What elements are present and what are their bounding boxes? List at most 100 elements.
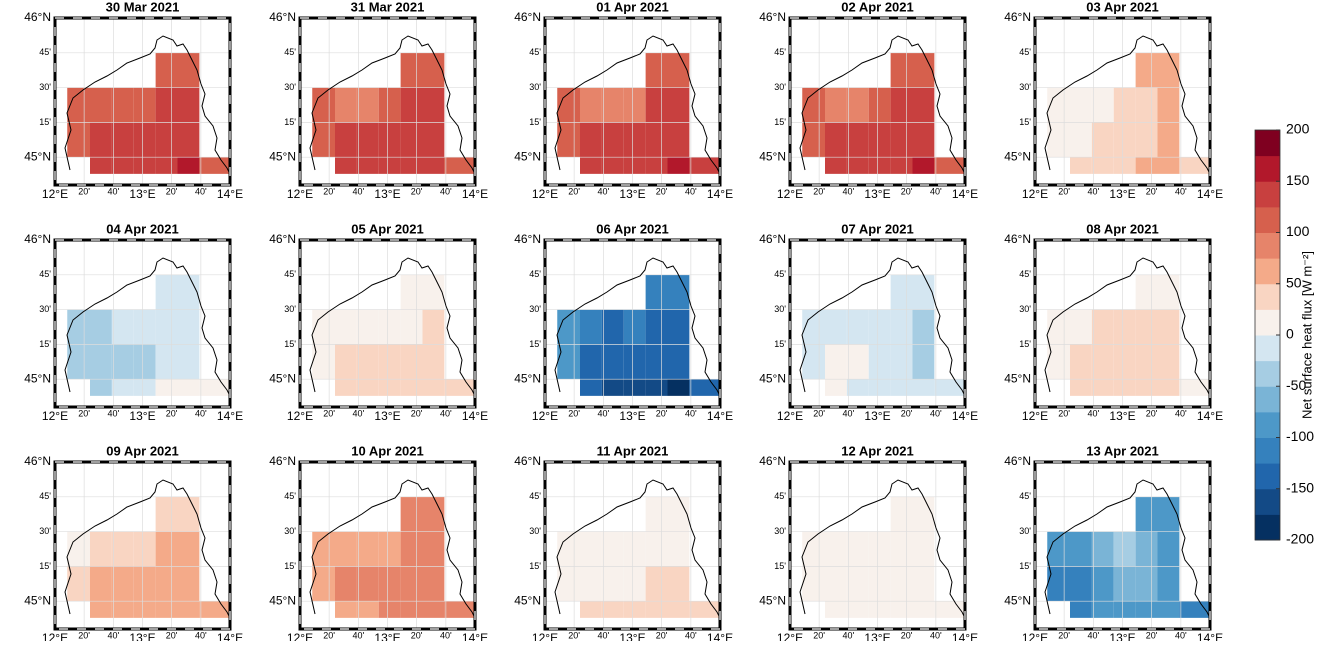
panel-title: 12 Apr 2021 [841, 443, 914, 458]
panel-title: 31 Mar 2021 [351, 0, 425, 14]
lon-tick-label: 13°E [1109, 631, 1135, 641]
flux-cell [846, 157, 869, 174]
lon-tick-label: 20' [411, 630, 423, 640]
lat-tick-label: 15' [284, 561, 296, 571]
lat-tick-label: 45°N [1004, 149, 1031, 163]
flux-cell [400, 566, 423, 602]
flux-cell [1091, 157, 1114, 174]
flux-cell [1113, 157, 1136, 174]
lon-tick-label: 12°E [287, 409, 313, 423]
flux-cell [890, 566, 913, 602]
panel-title: 13 Apr 2021 [1086, 443, 1159, 458]
colorbar-segment [1255, 411, 1280, 438]
lat-tick-label: 15' [529, 561, 541, 571]
flux-cell [601, 344, 624, 380]
frame-dash [789, 239, 966, 408]
lon-tick-label: 40' [597, 186, 609, 196]
lat-tick-label: 45°N [24, 149, 51, 163]
coastline [799, 35, 966, 175]
colorbar-segment [1255, 155, 1280, 182]
flux-cell [133, 566, 156, 602]
lat-tick-label: 46°N [759, 232, 786, 246]
flux-cell [825, 344, 847, 380]
flux-cell [1157, 52, 1180, 88]
flux-cell [868, 87, 891, 123]
lon-tick-label: 12°E [777, 631, 803, 641]
flux-cell [1070, 601, 1092, 618]
lon-tick-label: 20' [78, 186, 90, 196]
flux-cell [335, 87, 357, 123]
lat-tick-label: 46°N [269, 454, 296, 468]
flux-cell [580, 531, 602, 567]
flux-cell [356, 309, 379, 345]
lat-tick-label: 15' [284, 117, 296, 127]
flux-cell [868, 601, 891, 618]
lon-tick-label: 40' [685, 630, 697, 640]
panel-title: 09 Apr 2021 [106, 443, 179, 458]
flux-cell [356, 87, 379, 123]
colorbar-segment [1255, 335, 1280, 362]
flux-cell [90, 344, 112, 380]
flux-cell [890, 344, 913, 380]
lon-tick-label: 40' [930, 186, 942, 196]
coastline [1044, 257, 1211, 397]
coastline [554, 257, 721, 397]
flux-cell [177, 157, 200, 174]
flux-cell [1135, 52, 1158, 88]
lat-tick-label: 45' [774, 47, 786, 57]
flux-cell [133, 309, 156, 345]
flux-cell [1135, 344, 1158, 380]
lon-tick-label: 40' [1175, 186, 1187, 196]
flux-cell [422, 87, 445, 123]
colorbar-tick-label: 50 [1286, 274, 1302, 290]
lat-tick-label: 46°N [514, 232, 541, 246]
lat-tick-label: 30' [1019, 526, 1031, 536]
lon-tick-label: 40' [440, 630, 452, 640]
flux-cell [825, 87, 847, 123]
flux-cell [846, 601, 869, 618]
lon-tick-label: 40' [842, 408, 854, 418]
flux-cell [645, 566, 668, 602]
lon-tick-label: 14°E [217, 187, 243, 201]
flux-cell [90, 309, 112, 345]
lon-tick-label: 40' [440, 186, 452, 196]
lon-tick-label: 20' [568, 186, 580, 196]
flux-cell [356, 601, 379, 618]
flux-cell [846, 122, 869, 158]
flux-cell [1157, 496, 1180, 532]
lon-tick-label: 20' [656, 186, 668, 196]
lat-tick-label: 45°N [269, 593, 296, 607]
lat-tick-label: 45°N [514, 149, 541, 163]
lon-tick-label: 12°E [777, 187, 803, 201]
lat-tick-label: 15' [1019, 339, 1031, 349]
lon-tick-label: 12°E [42, 187, 68, 201]
colorbar-segment [1255, 463, 1280, 490]
lat-tick-label: 46°N [24, 232, 51, 246]
lon-tick-label: 13°E [129, 409, 155, 423]
flux-cell [601, 531, 624, 567]
flux-cell [378, 566, 401, 602]
colorbar-tick-label: -150 [1286, 479, 1314, 495]
lat-tick-label: 45°N [269, 371, 296, 385]
flux-cell [133, 344, 156, 380]
flux-cell [846, 344, 869, 380]
lon-tick-label: 13°E [374, 631, 400, 641]
flux-cell [825, 566, 847, 602]
flux-cell [177, 87, 200, 123]
frame-dash [1034, 17, 1211, 186]
flux-cell [912, 496, 935, 532]
flux-cell [378, 157, 401, 174]
flux-cell [890, 157, 913, 174]
flux-cell [356, 344, 379, 380]
flux-cell [912, 157, 935, 174]
lon-tick-label: 40' [1175, 408, 1187, 418]
flux-cell [111, 566, 134, 602]
flux-cell [177, 274, 200, 310]
lon-tick-label: 20' [411, 408, 423, 418]
frame-dash [54, 17, 231, 186]
lat-tick-label: 46°N [514, 10, 541, 24]
coastline [64, 35, 231, 175]
colorbar-segment [1255, 206, 1280, 233]
lon-tick-label: 40' [685, 408, 697, 418]
lon-tick-label: 40' [597, 630, 609, 640]
